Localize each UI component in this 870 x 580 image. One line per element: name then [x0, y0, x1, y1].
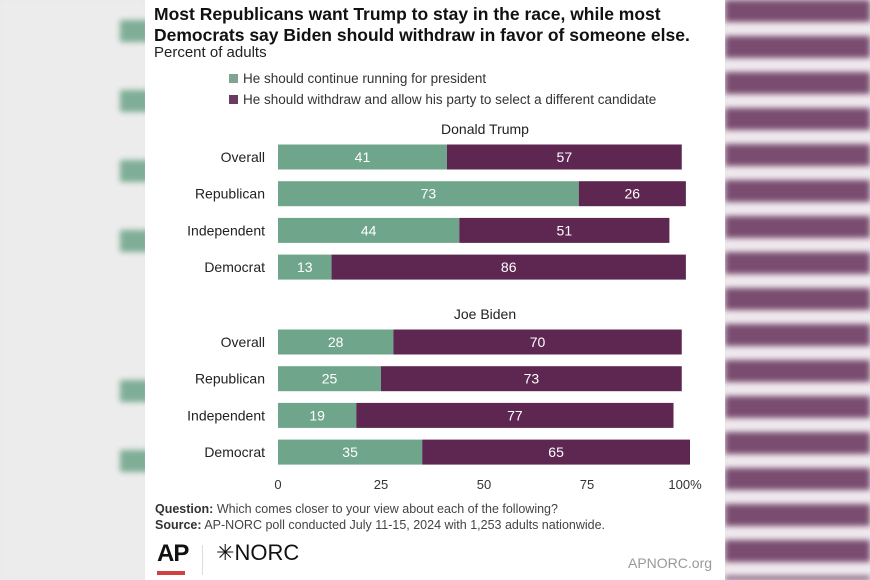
data-label: 70	[530, 334, 546, 350]
blurred-background-left	[0, 0, 150, 580]
bar-continue	[278, 254, 332, 280]
data-label: 51	[557, 222, 573, 238]
data-label: 57	[557, 149, 573, 165]
legend-swatch	[229, 74, 238, 83]
category-label: Overall	[221, 334, 265, 350]
data-label: 13	[297, 259, 313, 275]
category-label: Democrat	[204, 259, 265, 275]
bar-withdraw	[356, 402, 674, 428]
norc-logo: ✳NORC	[216, 540, 300, 565]
bar-withdraw	[331, 254, 686, 280]
data-label: 19	[309, 407, 325, 423]
data-label: 26	[625, 186, 641, 202]
bar-withdraw	[578, 181, 686, 207]
asterisk-icon: ✳	[216, 540, 235, 565]
x-tick-label: 100%	[668, 477, 702, 492]
x-tick-label: 0	[274, 477, 281, 492]
data-label: 35	[342, 444, 358, 460]
bar-continue	[278, 402, 357, 428]
bar-continue	[278, 366, 381, 392]
legend-item-withdraw: He should withdraw and allow his party t…	[229, 92, 656, 107]
bar-continue	[278, 181, 579, 207]
bar-withdraw	[381, 366, 682, 392]
ap-logo-underline	[157, 571, 185, 575]
website-link[interactable]: APNORC.org	[628, 555, 713, 571]
x-tick-label: 25	[374, 477, 388, 492]
panel-title: Donald Trump	[441, 121, 529, 137]
data-label: 77	[507, 407, 523, 423]
legend-swatch	[229, 95, 238, 104]
data-label: 28	[328, 334, 344, 350]
bar-continue	[278, 144, 447, 170]
chart-subtitle: Percent of adults	[154, 44, 267, 61]
category-label: Overall	[221, 149, 265, 165]
bar-continue	[278, 217, 460, 243]
bar-continue	[278, 439, 423, 465]
data-label: 73	[421, 186, 437, 202]
bar-withdraw	[459, 217, 670, 243]
chart-title: Most Republicans want Trump to stay in t…	[154, 4, 690, 45]
bar-withdraw	[446, 144, 682, 170]
question-note: Question: Which comes closer to your vie…	[155, 502, 558, 516]
data-label: 86	[501, 259, 517, 275]
data-label: 73	[524, 371, 540, 387]
bar-continue	[278, 329, 394, 355]
bar-withdraw	[393, 329, 682, 355]
x-tick-label: 50	[477, 477, 491, 492]
legend-label: He should continue running for president	[243, 71, 487, 86]
legend-label: He should withdraw and allow his party t…	[243, 92, 657, 107]
blurred-background-right	[725, 0, 870, 580]
category-label: Independent	[187, 222, 265, 238]
category-label: Republican	[195, 186, 265, 202]
data-label: 65	[548, 444, 564, 460]
category-label: Independent	[187, 407, 265, 423]
chart-card	[145, 0, 725, 580]
category-label: Republican	[195, 371, 265, 387]
x-tick-label: 75	[580, 477, 594, 492]
source-note: Source: AP-NORC poll conducted July 11-1…	[155, 518, 606, 532]
panel-title: Joe Biden	[454, 306, 516, 322]
data-label: 41	[355, 149, 371, 165]
logo-divider	[202, 545, 203, 575]
data-label: 25	[322, 371, 338, 387]
legend-item-continue: He should continue running for president	[229, 71, 486, 86]
category-label: Democrat	[204, 444, 265, 460]
bar-withdraw	[422, 439, 690, 465]
data-label: 44	[361, 222, 377, 238]
ap-logo: AP	[157, 540, 189, 567]
